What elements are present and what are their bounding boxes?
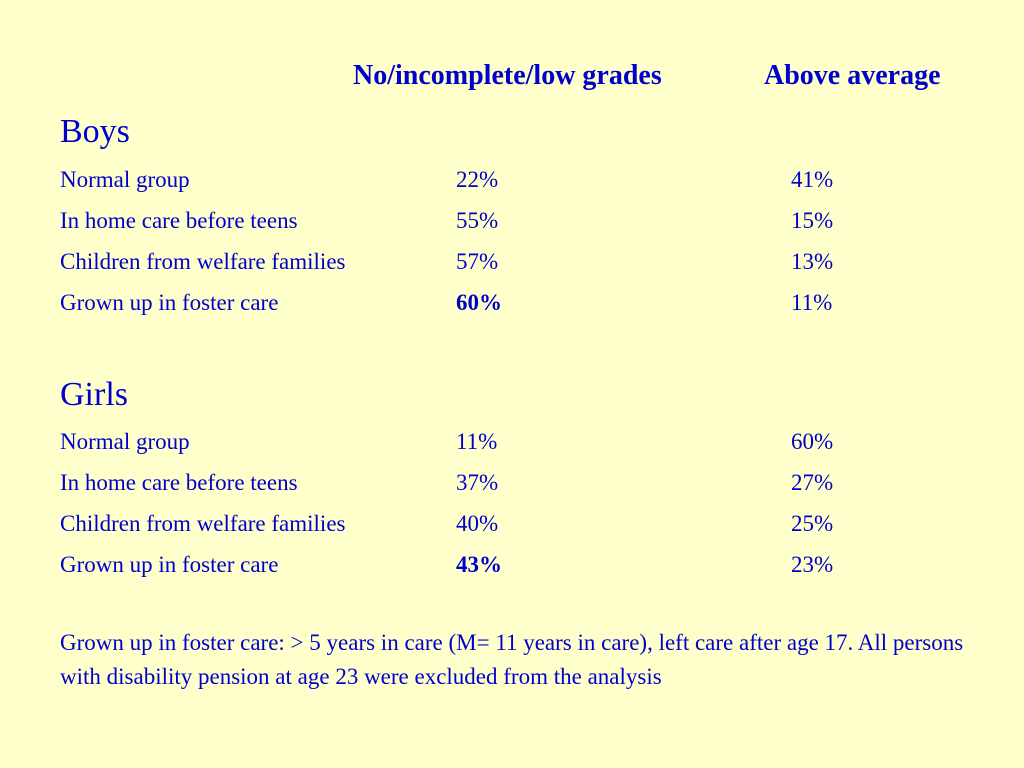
value-above-average: 23% bbox=[791, 552, 834, 577]
row-label: In home care before teens bbox=[60, 470, 298, 495]
row-label: Normal group bbox=[60, 167, 190, 192]
row-label: Children from welfare families bbox=[60, 511, 346, 536]
table-row: Grown up in foster care 43% 23% bbox=[0, 550, 1024, 580]
table-row: In home care before teens 37% 27% bbox=[0, 468, 1024, 498]
value-above-average: 15% bbox=[791, 208, 834, 233]
row-label: Children from welfare families bbox=[60, 249, 346, 274]
value-low-grades: 55% bbox=[456, 208, 499, 233]
row-label: Normal group bbox=[60, 429, 190, 454]
table-row: Normal group 11% 60% bbox=[0, 427, 1024, 457]
value-above-average: 13% bbox=[791, 249, 834, 274]
value-low-grades: 11% bbox=[456, 429, 498, 454]
footnote: Grown up in foster care: > 5 years in ca… bbox=[60, 630, 964, 689]
table-row: Children from welfare families 57% 13% bbox=[0, 247, 1024, 277]
table-row: Normal group 22% 41% bbox=[0, 165, 1024, 195]
value-low-grades-highlighted: 60% bbox=[456, 290, 502, 315]
value-low-grades: 37% bbox=[456, 470, 499, 495]
table-row: In home care before teens 55% 15% bbox=[0, 206, 1024, 236]
value-above-average: 25% bbox=[791, 511, 834, 536]
column-header-low-grades: No/incomplete/low grades bbox=[353, 60, 662, 91]
column-header-above-average: Above average bbox=[764, 60, 941, 91]
value-low-grades-highlighted: 43% bbox=[456, 552, 502, 577]
table-row: Grown up in foster care 60% 11% bbox=[0, 288, 1024, 318]
value-low-grades: 22% bbox=[456, 167, 499, 192]
value-above-average: 41% bbox=[791, 167, 834, 192]
value-low-grades: 40% bbox=[456, 511, 499, 536]
group-title-girls: Girls bbox=[60, 376, 128, 413]
group-title-boys: Boys bbox=[60, 113, 130, 150]
value-above-average: 11% bbox=[791, 290, 833, 315]
row-label: Grown up in foster care bbox=[60, 552, 279, 577]
table-row: Children from welfare families 40% 25% bbox=[0, 509, 1024, 539]
row-label: In home care before teens bbox=[60, 208, 298, 233]
value-above-average: 27% bbox=[791, 470, 834, 495]
value-low-grades: 57% bbox=[456, 249, 499, 274]
row-label: Grown up in foster care bbox=[60, 290, 279, 315]
value-above-average: 60% bbox=[791, 429, 834, 454]
